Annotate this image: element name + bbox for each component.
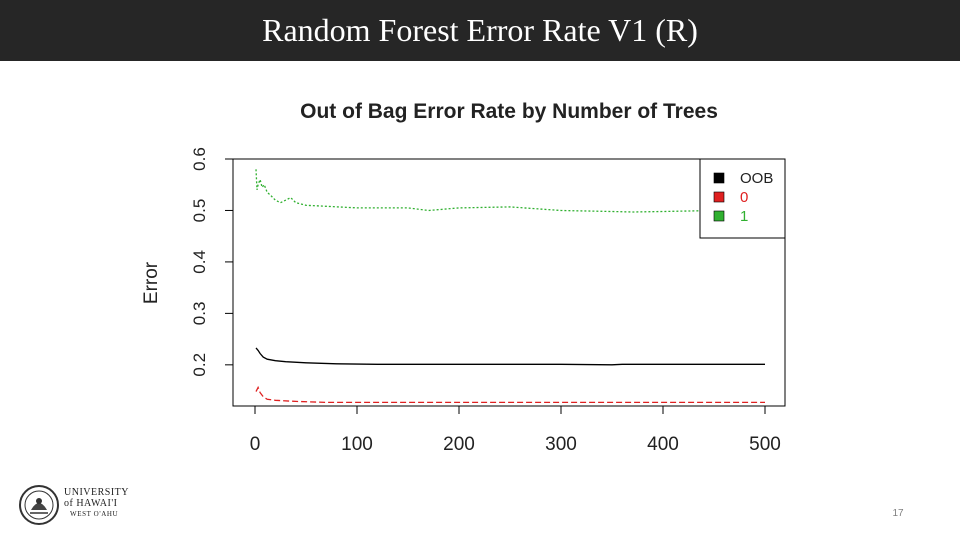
legend-swatch bbox=[713, 210, 725, 222]
x-tick-label: 100 bbox=[341, 434, 373, 455]
title-bar bbox=[0, 0, 960, 61]
legend-label: OOB bbox=[740, 170, 773, 187]
legend-label: 0 bbox=[740, 189, 748, 206]
logo-line-1: UNIVERSITY bbox=[64, 487, 129, 498]
y-tick-label: 0.5 bbox=[190, 199, 209, 223]
y-tick-label: 0.2 bbox=[190, 353, 209, 377]
legend-swatch bbox=[713, 172, 725, 184]
series-layer bbox=[255, 169, 766, 404]
x-axis: 0 100 200 300 400 500 bbox=[250, 405, 781, 455]
y-axis: 0.2 0.3 0.4 0.5 0.6 bbox=[190, 147, 234, 377]
series-line-class-1 bbox=[255, 169, 766, 213]
error-rate-chart: Out of Bag Error Rate by Number of Trees… bbox=[141, 100, 786, 455]
legend: OOB 0 1 bbox=[699, 158, 786, 239]
logo-line-3: WEST O'AHU bbox=[70, 510, 119, 518]
y-tick-label: 0.4 bbox=[190, 250, 209, 274]
page-number: 17 bbox=[892, 508, 904, 519]
x-tick-label: 200 bbox=[443, 434, 475, 455]
x-tick-label: 500 bbox=[749, 434, 781, 455]
x-tick-label: 300 bbox=[545, 434, 577, 455]
series-line-oob bbox=[255, 347, 765, 366]
legend-label: 1 bbox=[740, 208, 748, 225]
y-tick-label: 0.3 bbox=[190, 302, 209, 326]
logo-line-2: of HAWAI'I bbox=[64, 498, 118, 509]
university-seal-icon bbox=[19, 485, 59, 525]
x-tick-label: 0 bbox=[250, 434, 261, 455]
legend-swatch bbox=[713, 191, 725, 203]
y-tick-label: 0.6 bbox=[190, 147, 209, 171]
y-axis-label: Error bbox=[141, 261, 162, 304]
x-tick-label: 400 bbox=[647, 434, 679, 455]
slide-title: Random Forest Error Rate V1 (R) bbox=[262, 12, 698, 48]
university-logo: UNIVERSITY of HAWAI'I WEST O'AHU bbox=[18, 482, 138, 528]
series-line-class-0 bbox=[255, 385, 765, 404]
chart-title: Out of Bag Error Rate by Number of Trees bbox=[300, 100, 718, 123]
